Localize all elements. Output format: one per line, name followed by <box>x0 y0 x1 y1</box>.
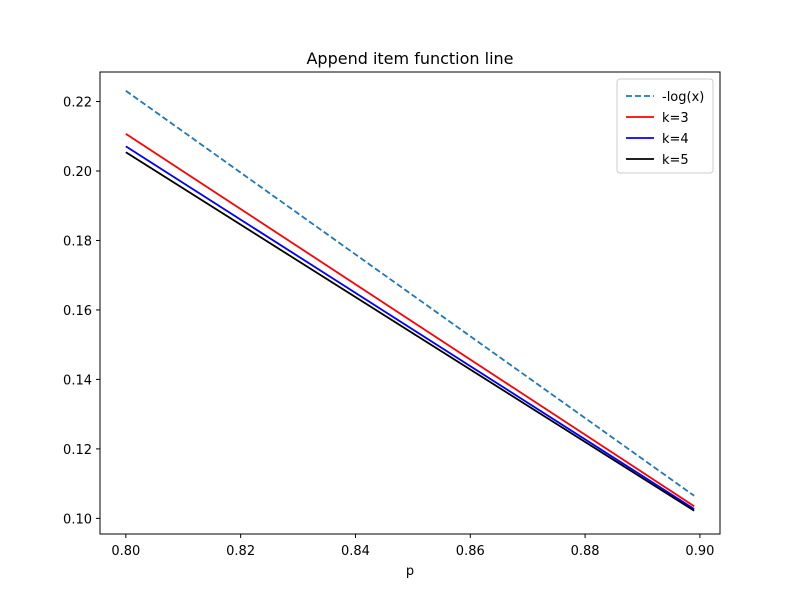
x-tick-label: 0.86 <box>456 544 485 559</box>
legend-label-3: k=5 <box>662 153 689 168</box>
x-tick-label: 0.88 <box>571 544 600 559</box>
y-tick-label: 0.22 <box>63 96 92 111</box>
series-line-1 <box>125 133 695 507</box>
legend: -log(x) k=3 k=4 k=5 <box>616 78 714 174</box>
x-tick-label: 0.90 <box>685 544 714 559</box>
y-tick-label: 0.10 <box>63 512 92 527</box>
series-line-0 <box>125 90 695 497</box>
legend-label-2: k=4 <box>662 132 689 147</box>
plot-frame <box>99 71 721 535</box>
x-axis: 0.80 0.82 0.84 0.86 0.88 0.90 <box>111 534 714 559</box>
legend-label-1: k=3 <box>662 111 689 126</box>
series-layer <box>125 90 695 512</box>
series-line-3 <box>125 151 695 512</box>
x-axis-label: p <box>406 564 414 579</box>
x-tick-label: 0.80 <box>111 544 140 559</box>
legend-label-0: -log(x) <box>662 90 704 105</box>
y-tick-label: 0.18 <box>63 234 92 249</box>
chart-title: Append item function line <box>306 49 513 68</box>
x-tick-label: 0.82 <box>226 544 255 559</box>
y-tick-label: 0.12 <box>63 443 92 458</box>
y-tick-label: 0.20 <box>63 165 92 180</box>
y-tick-label: 0.14 <box>63 373 92 388</box>
legend-box <box>616 78 714 174</box>
series-line-2 <box>125 145 695 510</box>
x-tick-label: 0.84 <box>341 544 370 559</box>
y-axis: 0.10 0.12 0.14 0.16 0.18 0.20 0.22 <box>63 96 100 527</box>
y-tick-label: 0.16 <box>63 304 92 319</box>
